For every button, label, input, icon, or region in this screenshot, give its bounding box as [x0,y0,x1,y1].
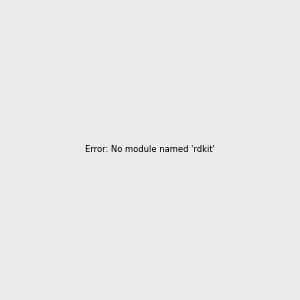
Text: Error: No module named 'rdkit': Error: No module named 'rdkit' [85,146,215,154]
